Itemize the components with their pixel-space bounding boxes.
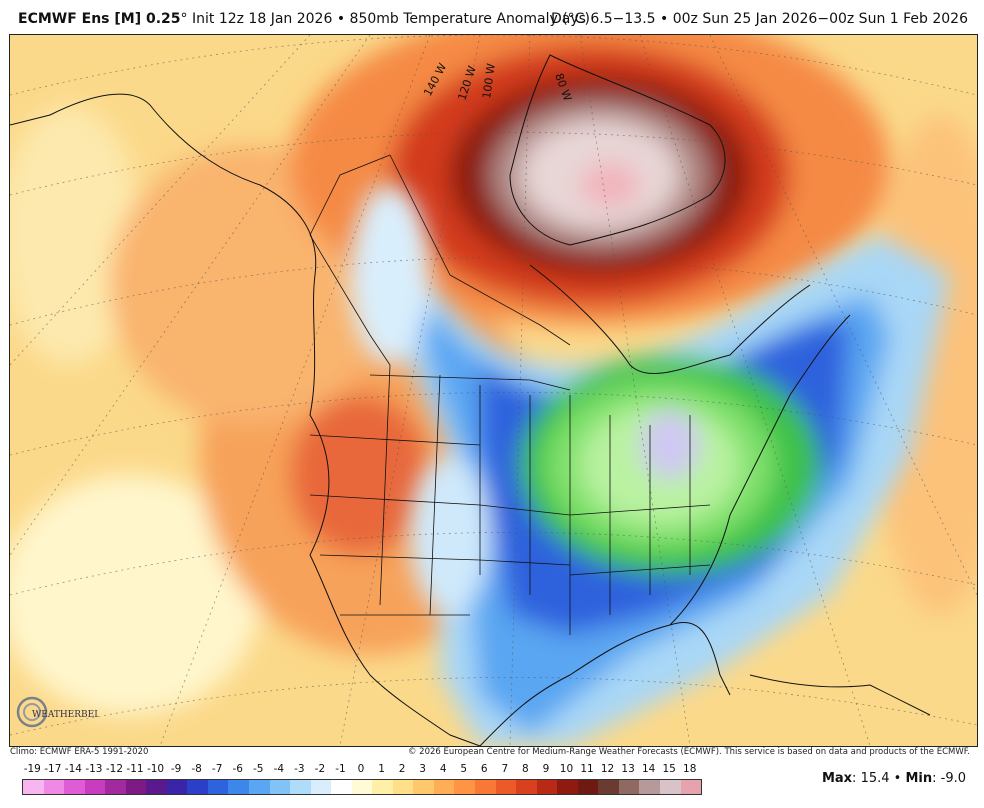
scale-swatch: [659, 780, 681, 794]
scale-tick-label: -8: [191, 763, 202, 775]
scale-tick-label: -1: [335, 763, 346, 775]
scale-tick-label: 7: [501, 763, 509, 775]
scale-tick-label: 15: [662, 763, 676, 775]
scale-tick-label: 11: [580, 763, 594, 775]
scale-tick-label: -9: [170, 763, 182, 775]
scale-swatch: [166, 780, 188, 794]
scale-tick-label: 10: [559, 763, 574, 775]
scale-tick-label: -10: [146, 763, 165, 775]
scale-swatch: [290, 780, 311, 794]
scale-swatch: [228, 780, 250, 794]
field-name: 850mb Temperature Anomaly (°C): [349, 11, 590, 27]
climo-note: Climo: ECMWF ERA-5 1991-2020: [10, 747, 149, 757]
init-time: Init 12z 18 Jan 2026: [191, 11, 333, 27]
header: ECMWF Ens [M] 0.25° Init 12z 18 Jan 2026…: [0, 0, 984, 34]
scale-swatch: [433, 780, 455, 794]
scale-tick-label: -4: [273, 763, 285, 775]
scale-swatch: [207, 780, 229, 794]
scale-swatch: [557, 780, 578, 794]
scale-tick-label: 4: [439, 763, 447, 775]
scale-swatch: [392, 780, 414, 794]
logo-text: WEATHERBELL: [32, 710, 98, 720]
copyright-note: © 2026 European Centre for Medium-Range …: [407, 747, 970, 757]
scale-swatch: [639, 780, 660, 794]
scale-swatch: [618, 780, 640, 794]
weatherbell-logo: WEATHERBELL: [14, 690, 106, 736]
scale-swatch: [23, 780, 44, 794]
scale-tick-label: 13: [621, 763, 635, 775]
meridian-label: 100 W: [480, 62, 498, 99]
scale-swatch: [105, 780, 126, 794]
graticule: [10, 35, 977, 746]
model-name: ECMWF Ens [M] 0.25: [18, 11, 181, 27]
max-label: Max: [821, 771, 853, 786]
scale-swatch: [475, 780, 496, 794]
scale-tick-label: -14: [64, 763, 82, 775]
scale-swatch: [680, 780, 702, 794]
coastlines: [10, 54, 931, 746]
cold-anomaly-field: [350, 185, 950, 746]
scale-swatch: [249, 780, 270, 794]
scale-swatch: [84, 780, 106, 794]
scale-tick-label: -3: [294, 763, 305, 775]
scale-swatch: [577, 780, 599, 794]
scale-tick-label: -19: [23, 763, 41, 775]
separator: •: [336, 11, 346, 27]
map-panel[interactable]: 140 W 120 W 100 W 80 W: [9, 34, 978, 747]
scale-tick-label: 3: [419, 763, 426, 775]
scale-tick-label: 8: [522, 763, 529, 775]
scale-tick-label: 0: [357, 763, 365, 775]
max-min-stats: Max: 15.4 • Min: -9.0: [821, 771, 966, 786]
scale-swatch: [495, 780, 517, 794]
scale-tick-label: 18: [683, 763, 697, 775]
scale-swatch: [351, 780, 373, 794]
scale-tick-label: 1: [378, 763, 385, 775]
scale-swatch: [331, 780, 352, 794]
anomaly-map: 140 W 120 W 100 W 80 W: [10, 35, 977, 746]
scale-tick-label: -7: [211, 763, 223, 775]
scale-swatch: [413, 780, 434, 794]
state-borders: [309, 154, 711, 635]
scale-swatch: [516, 780, 537, 794]
scale-swatch: [43, 780, 65, 794]
scale-swatch: [125, 780, 147, 794]
scale-swatch: [372, 780, 393, 794]
scale-tick-label: 14: [641, 763, 656, 775]
scale-tick-label: -12: [105, 763, 124, 775]
scale-tick-label: -5: [253, 763, 264, 775]
min-label: Min: [905, 771, 933, 786]
scale-tick-label: -2: [314, 763, 326, 775]
scale-tick-label: -13: [85, 763, 103, 775]
scale-swatch: [310, 780, 332, 794]
chart-title: ECMWF Ens [M] 0.25° Init 12z 18 Jan 2026…: [18, 11, 590, 27]
scale-tick-label: 6: [480, 763, 488, 775]
scale-swatch: [536, 780, 558, 794]
max-value: 15.4: [860, 771, 890, 786]
scale-tick-label: -11: [126, 763, 144, 775]
valid-period: Days 6.5−13.5 • 00z Sun 25 Jan 2026−00z …: [551, 11, 968, 27]
color-scale: -19 -17 -14 -13 -12 -11 -10 -9 -8 -7 -6 -5 -4 -3 -2 -1 0…: [22, 763, 702, 795]
min-value: -9.0: [940, 771, 966, 786]
scale-swatch: [187, 780, 208, 794]
scale-swatch: [454, 780, 476, 794]
scale-labels: -19 -17 -14 -13 -12 -11 -10 -9 -8 -7 -6 -5 -4 -3 -2 -1 0…: [22, 763, 702, 777]
scale-tick-label: -6: [232, 763, 243, 775]
scale-swatch: [64, 780, 85, 794]
scale-tick-label: -17: [44, 763, 62, 775]
degree-sign: °: [180, 11, 188, 27]
scale-swatch: [146, 780, 167, 794]
scale-tick-label: 9: [542, 763, 550, 775]
scale-tick-label: 12: [600, 763, 615, 775]
scale-swatch: [598, 780, 619, 794]
scale-tick-label: 2: [398, 763, 406, 775]
logo-swirl-icon: WEATHERBELL: [16, 696, 106, 728]
scale-tick-label: 5: [460, 763, 468, 775]
scale-bar: [22, 779, 702, 795]
scale-swatch: [269, 780, 291, 794]
